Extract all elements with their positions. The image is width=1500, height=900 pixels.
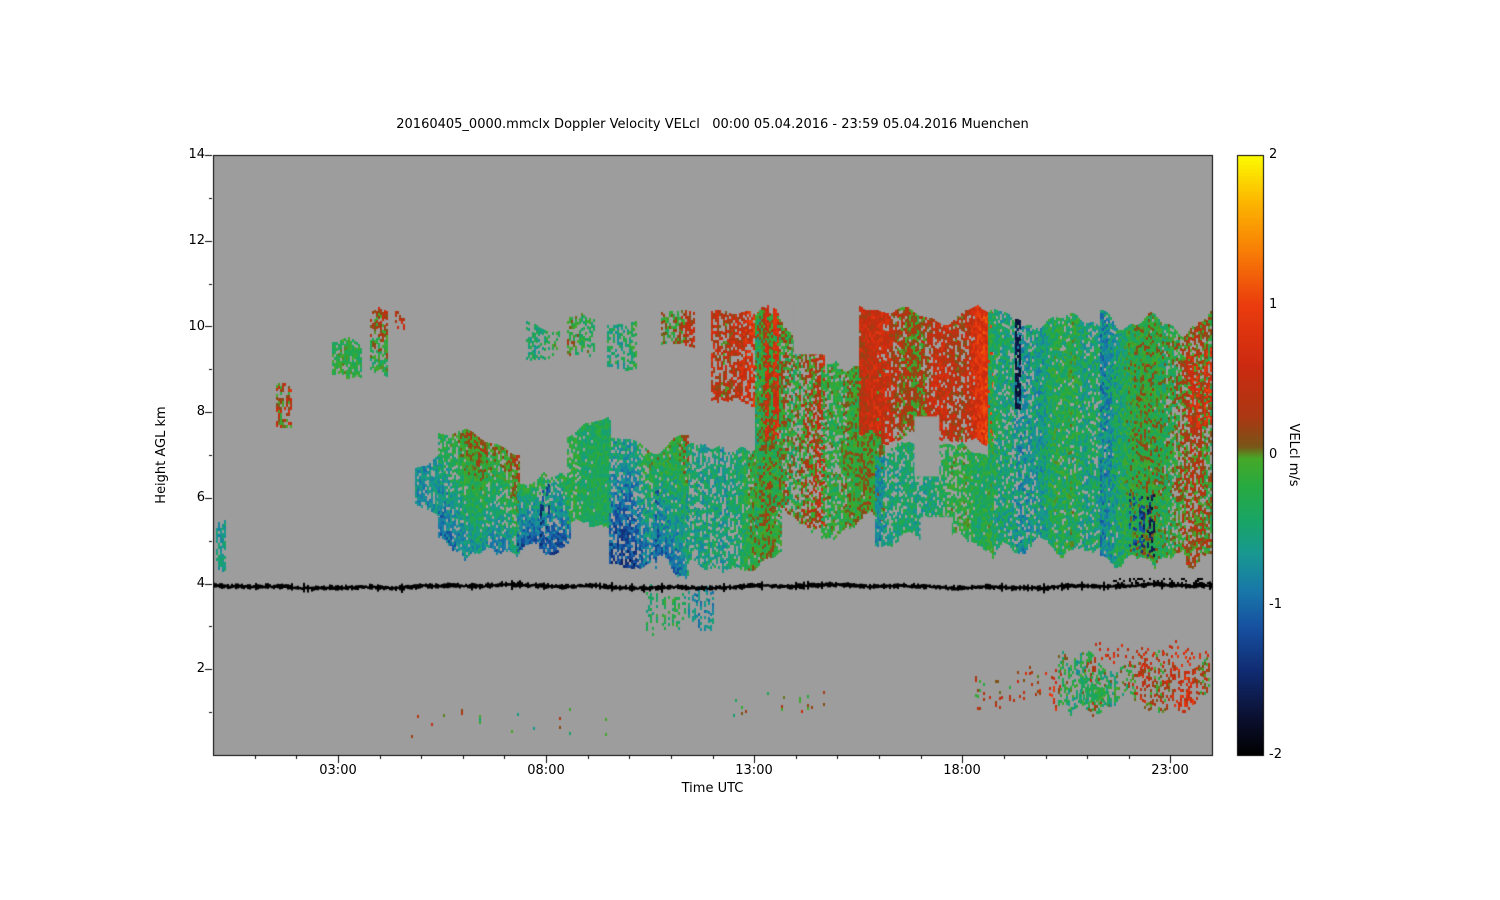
y-tick-label: 6 bbox=[196, 490, 205, 505]
y-tick-label: 4 bbox=[196, 576, 205, 591]
y-tick-label: 8 bbox=[196, 404, 205, 419]
colorbar-tick-label: -1 bbox=[1269, 597, 1282, 612]
x-tick-label: 03:00 bbox=[319, 763, 357, 778]
x-axis-title: Time UTC bbox=[681, 781, 744, 796]
y-tick-label: 12 bbox=[188, 233, 205, 248]
chart-title: 20160405_0000.mmclx Doppler Velocity VEL… bbox=[396, 117, 1029, 132]
colorbar-tick-label: 0 bbox=[1269, 447, 1278, 462]
x-tick-label: 18:00 bbox=[943, 763, 981, 778]
y-tick-label: 2 bbox=[196, 661, 205, 676]
x-tick-label: 13:00 bbox=[735, 763, 773, 778]
colorbar-tick-label: 1 bbox=[1269, 297, 1278, 312]
colorbar-tick-label: 2 bbox=[1269, 147, 1278, 162]
colorbar-tick-label: -2 bbox=[1269, 747, 1282, 762]
y-tick-label: 14 bbox=[188, 147, 205, 162]
x-tick-label: 23:00 bbox=[1151, 763, 1189, 778]
x-tick-label: 08:00 bbox=[527, 763, 565, 778]
y-tick-label: 10 bbox=[188, 319, 205, 334]
